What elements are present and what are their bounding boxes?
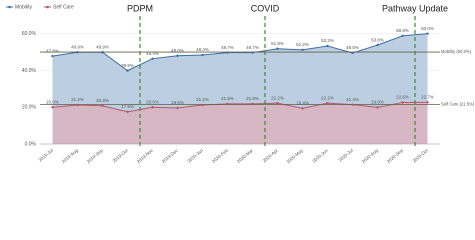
point bbox=[201, 103, 204, 107]
x-tick-label: 2019-Nov bbox=[136, 147, 155, 164]
x-tick-label: 2020-Jul bbox=[337, 148, 353, 163]
chart: 0.0% 20.0% 40.0% 60.0% Mobility (50.0%) Self … bbox=[6, 3, 475, 165]
x-tick-label: 2020-Feb bbox=[211, 148, 229, 165]
x-tick-label: 2020-Sep bbox=[386, 148, 405, 165]
x-tick-label: 2019-Sep bbox=[86, 148, 105, 165]
data-label: 19.4% bbox=[296, 101, 309, 106]
data-label: 21.8% bbox=[246, 96, 259, 101]
data-label: 22.2% bbox=[271, 95, 284, 100]
event-label: PDPM bbox=[127, 3, 153, 13]
data-label: 21.8% bbox=[221, 96, 234, 101]
data-label: 49.9% bbox=[96, 44, 109, 49]
line bbox=[52, 33, 428, 72]
point bbox=[301, 107, 304, 110]
data-label: 47.8% bbox=[46, 48, 59, 53]
data-label: 17.5% bbox=[121, 104, 134, 109]
x-tick-label: 2019-Jul bbox=[37, 148, 53, 163]
point bbox=[126, 69, 129, 72]
data-label: 60.0% bbox=[421, 26, 434, 31]
point bbox=[126, 110, 129, 114]
line bbox=[52, 101, 428, 113]
data-label: 21.2% bbox=[71, 97, 84, 102]
reference-label: Mobility (50.0%) bbox=[441, 49, 472, 54]
point bbox=[101, 104, 104, 107]
point bbox=[401, 101, 404, 104]
data-label: 21.2% bbox=[196, 97, 209, 102]
data-label: 49.9% bbox=[71, 44, 84, 49]
data-label: 19.6% bbox=[171, 100, 184, 105]
point bbox=[51, 54, 54, 58]
data-label: 20.8% bbox=[96, 98, 109, 103]
point bbox=[51, 106, 54, 109]
point bbox=[226, 102, 229, 106]
data-label: 20.0% bbox=[146, 99, 159, 104]
x-tick-label: 2019-Oct bbox=[112, 147, 130, 163]
data-label: 21.4% bbox=[346, 97, 359, 102]
y-tick-label: 0.0% bbox=[25, 141, 37, 147]
point bbox=[176, 106, 179, 110]
point bbox=[326, 101, 329, 105]
data-label: 51.2% bbox=[296, 42, 309, 47]
point bbox=[426, 101, 429, 104]
point bbox=[276, 47, 279, 50]
point bbox=[401, 34, 404, 38]
data-label: 46.4% bbox=[146, 51, 159, 56]
data-label: 22.6% bbox=[396, 95, 409, 100]
point bbox=[151, 57, 154, 60]
point bbox=[201, 53, 204, 57]
legend-label: Self Care bbox=[53, 4, 74, 10]
point bbox=[351, 103, 354, 106]
x-tick-label: 2019-Aug bbox=[61, 148, 80, 165]
data-label: 22.2% bbox=[321, 95, 334, 100]
point bbox=[251, 51, 254, 54]
data-label: 48.0% bbox=[171, 48, 184, 53]
point bbox=[251, 102, 254, 106]
point bbox=[426, 32, 429, 35]
data-label: 22.7% bbox=[421, 94, 434, 99]
legend-label: Mobility bbox=[15, 4, 32, 10]
point bbox=[176, 54, 179, 57]
point bbox=[76, 51, 79, 54]
data-label: 19.9% bbox=[371, 100, 384, 105]
point bbox=[101, 51, 104, 54]
x-tick-label: 2020-Oct bbox=[412, 147, 430, 163]
point bbox=[301, 48, 304, 52]
y-tick-label: 20.0% bbox=[22, 105, 37, 111]
reference-label: Self Care (21.5%) bbox=[441, 102, 475, 107]
data-label: 49.7% bbox=[221, 45, 234, 50]
point bbox=[76, 103, 79, 107]
point bbox=[151, 106, 154, 109]
point bbox=[326, 44, 329, 48]
x-tick-label: 2020-Jun bbox=[311, 148, 329, 164]
data-label: 49.7% bbox=[246, 45, 259, 50]
legend-marker bbox=[46, 5, 49, 9]
x-tick-label: 2019-Dec bbox=[161, 147, 180, 164]
point bbox=[376, 106, 379, 109]
event-label: Pathway Update bbox=[382, 3, 448, 13]
point bbox=[351, 51, 354, 55]
x-tick-label: 2020-Aug bbox=[361, 148, 380, 165]
data-label: 20.0% bbox=[46, 99, 59, 104]
point bbox=[226, 51, 229, 54]
legend-marker bbox=[8, 5, 11, 9]
data-label: 53.3% bbox=[321, 38, 334, 43]
data-label: 53.8% bbox=[371, 37, 384, 42]
x-tick-label: 2020-Jan bbox=[186, 148, 204, 164]
data-label: 48.4% bbox=[196, 47, 209, 52]
data-label: 58.8% bbox=[396, 28, 409, 33]
y-tick-label: 40.0% bbox=[22, 68, 37, 74]
event-label: COVID bbox=[251, 3, 280, 13]
y-tick-label: 60.0% bbox=[22, 31, 37, 37]
point bbox=[376, 43, 379, 47]
x-tick-label: 2020-May bbox=[285, 147, 304, 164]
area bbox=[52, 102, 428, 144]
x-tick-label: 2020-Apr bbox=[262, 148, 280, 164]
data-label: 49.5% bbox=[346, 45, 359, 50]
data-label: 51.8% bbox=[271, 41, 284, 46]
x-tick-label: 2020-Mar bbox=[236, 148, 254, 165]
data-label: 39.9% bbox=[121, 63, 134, 68]
point bbox=[276, 101, 279, 105]
